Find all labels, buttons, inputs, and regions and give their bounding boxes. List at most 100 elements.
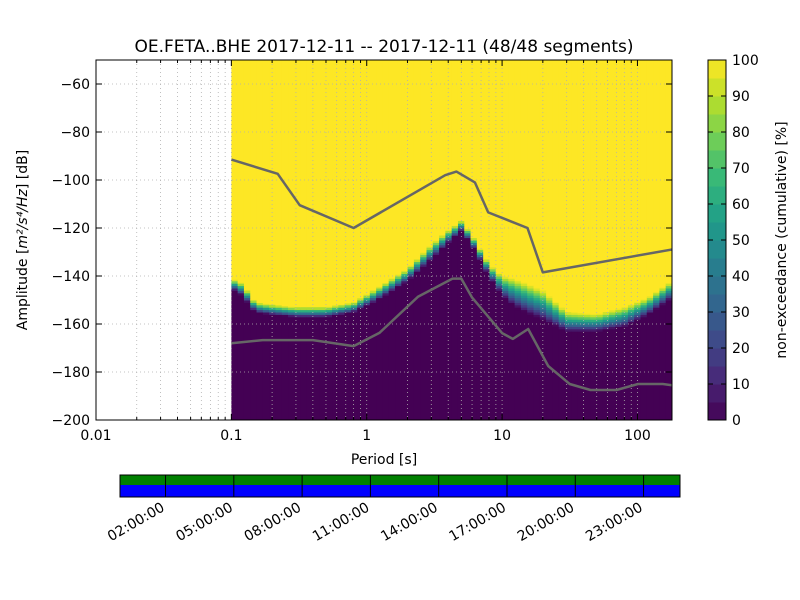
psd-cell xyxy=(609,319,616,323)
psd-cell xyxy=(495,285,503,289)
psd-cell xyxy=(464,235,472,239)
psd-cell xyxy=(432,254,440,258)
psd-cell xyxy=(376,292,384,296)
psd-cell-high xyxy=(527,60,535,286)
colorbar-step xyxy=(708,60,726,79)
psd-cell xyxy=(564,328,572,332)
colorbar-tick-label: 100 xyxy=(732,53,759,69)
psd-cell xyxy=(338,304,346,306)
psd-cell xyxy=(243,292,251,296)
psd-cell xyxy=(508,290,516,294)
psd-cell-high xyxy=(665,60,672,284)
psd-cell-high xyxy=(338,60,346,305)
psd-cell xyxy=(262,312,270,315)
psd-cell xyxy=(533,295,541,299)
psd-cell xyxy=(546,309,553,313)
psd-cell xyxy=(382,285,390,289)
psd-cell-low xyxy=(596,330,604,420)
psd-cell xyxy=(332,309,339,313)
psd-cell xyxy=(483,268,491,272)
psd-cell xyxy=(275,309,283,313)
psd-cell xyxy=(426,254,434,258)
psd-cell xyxy=(332,305,339,308)
psd-cell xyxy=(546,314,553,318)
psd-cell xyxy=(533,288,541,291)
psd-cell xyxy=(546,321,553,325)
nlnm-line xyxy=(231,277,672,392)
psd-cell xyxy=(659,292,667,296)
psd-cell xyxy=(571,326,579,330)
psd-cell xyxy=(621,309,629,313)
psd-cell xyxy=(527,304,535,308)
psd-cell xyxy=(527,292,535,296)
psd-cell xyxy=(627,304,635,308)
psd-cell xyxy=(495,278,503,282)
psd-cell xyxy=(256,307,264,311)
psd-cell xyxy=(508,283,516,287)
psd-cell xyxy=(527,300,535,303)
psd-cell xyxy=(514,290,522,294)
psd-cell-high xyxy=(395,60,402,276)
psd-cell-high xyxy=(269,60,277,306)
psd-cell xyxy=(250,309,258,313)
psd-cell-high xyxy=(590,60,598,315)
psd-cell xyxy=(388,285,396,289)
psd-cell xyxy=(495,276,503,279)
x-tick-label: 0.01 xyxy=(80,428,111,444)
psd-cell xyxy=(382,283,390,287)
psd-cell xyxy=(306,312,314,315)
psd-cell xyxy=(577,324,585,327)
colorbar-step xyxy=(708,366,726,385)
psd-cell xyxy=(369,290,377,294)
psd-cell xyxy=(621,319,629,323)
psd-cell xyxy=(609,324,616,327)
psd-cell xyxy=(332,307,339,311)
psd-cell xyxy=(659,288,667,291)
psd-cell xyxy=(634,312,642,315)
psd-cell xyxy=(376,288,384,291)
psd-cell xyxy=(250,304,258,308)
psd-cell xyxy=(413,266,421,270)
psd-cell xyxy=(577,313,585,315)
psd-cell xyxy=(646,307,654,311)
psd-cell-low xyxy=(426,260,434,420)
psd-cell xyxy=(294,309,302,313)
psd-cell xyxy=(539,290,547,294)
psd-cell xyxy=(489,278,497,282)
psd-cell xyxy=(243,290,251,294)
psd-cell-high xyxy=(659,60,667,288)
psd-cell-high xyxy=(439,60,446,236)
psd-cell xyxy=(470,240,478,243)
psd-cell xyxy=(476,248,484,251)
x-tick-label: 100 xyxy=(624,428,651,444)
psd-cell xyxy=(288,307,295,311)
psd-segments-track xyxy=(120,485,680,497)
psd-cell xyxy=(615,316,623,320)
psd-cell xyxy=(546,307,553,311)
psd-cell xyxy=(539,314,547,318)
y-tick-label: −100 xyxy=(52,173,90,189)
psd-cell xyxy=(457,220,465,224)
psd-cell xyxy=(646,304,654,308)
psd-cell xyxy=(483,266,491,270)
psd-cell-low xyxy=(640,316,648,420)
psd-cell xyxy=(445,230,453,234)
colorbar-tick-label: 30 xyxy=(732,305,750,321)
psd-cell xyxy=(583,326,591,330)
timeline-tick-label: 23:00:00 xyxy=(583,500,645,545)
psd-cell xyxy=(602,312,610,315)
psd-cell xyxy=(451,232,459,236)
psd-cell xyxy=(495,283,503,287)
psd-cell xyxy=(590,326,598,330)
psd-cell xyxy=(527,297,535,301)
psd-cell-low xyxy=(451,236,459,420)
psd-cell-high xyxy=(646,60,654,297)
psd-cell-high xyxy=(602,60,610,313)
psd-cell-low xyxy=(313,316,321,420)
psd-cell xyxy=(508,302,516,306)
psd-cell xyxy=(533,290,541,294)
psd-cell xyxy=(665,283,672,287)
psd-cell xyxy=(445,235,453,239)
psd-cell xyxy=(275,314,283,318)
psd-cell-low xyxy=(231,290,239,420)
